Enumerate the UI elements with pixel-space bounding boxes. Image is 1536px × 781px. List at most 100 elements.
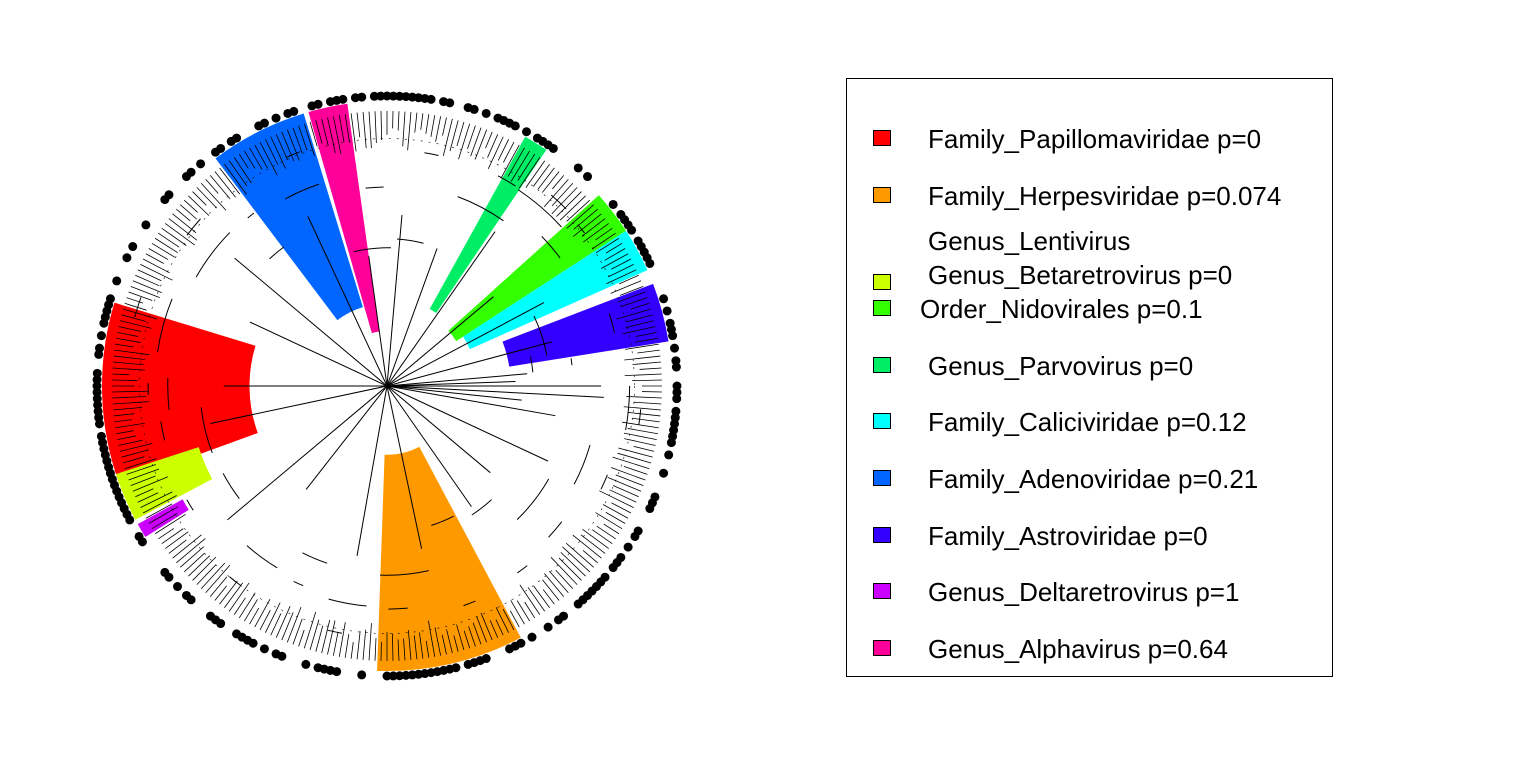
- tree-branch: [160, 421, 166, 441]
- tree-branch: [122, 308, 158, 320]
- tree-branch: [380, 570, 429, 576]
- tree-branch: [541, 236, 561, 259]
- tree-branch: [392, 633, 394, 661]
- tip-marker: [668, 331, 678, 341]
- tree-branch: [122, 456, 145, 464]
- tip-marker: [105, 294, 115, 304]
- legend-swatch: [873, 187, 891, 203]
- tree-branch: [487, 134, 499, 158]
- tree-branch: [249, 147, 263, 170]
- tree-branch: [365, 186, 384, 189]
- tip-marker: [259, 118, 269, 128]
- tip-marker: [357, 92, 367, 102]
- tree-branch: [552, 175, 565, 190]
- tree-branch: [270, 613, 282, 636]
- tree-branch: [386, 385, 522, 401]
- tree-branch: [327, 117, 336, 154]
- tip-marker: [505, 644, 515, 654]
- tree-branch: [625, 385, 631, 431]
- tree-branch: [542, 579, 560, 601]
- tree-branch: [592, 529, 613, 545]
- clade-wedge: [429, 136, 547, 314]
- tree-branch: [368, 623, 372, 661]
- tree-branch: [172, 534, 202, 559]
- tree-branch: [356, 112, 361, 138]
- tree-branch: [555, 569, 574, 590]
- tree-branch: [638, 409, 642, 425]
- tree-branch: [179, 546, 204, 568]
- tree-branch: [112, 373, 130, 376]
- tree-branch: [275, 606, 291, 638]
- tree-branch: [625, 343, 659, 350]
- tree-branch: [214, 585, 227, 601]
- tree-branch: [200, 562, 226, 590]
- tree-branch: [259, 610, 271, 631]
- tree-branch: [132, 280, 162, 294]
- tree-branch: [599, 490, 634, 508]
- tree-branch: [517, 565, 528, 574]
- tree-branch: [196, 564, 217, 585]
- tree-branch: [474, 129, 488, 160]
- tip-marker: [376, 91, 386, 101]
- tree-branch: [305, 385, 388, 490]
- tree-branch: [303, 611, 317, 649]
- legend-label: Genus_Alphavirus p=0.64: [928, 634, 1228, 664]
- tip-marker: [553, 615, 563, 625]
- tree-branch: [543, 178, 569, 207]
- tree-branch: [467, 125, 476, 150]
- tree-branch: [293, 581, 304, 587]
- tree-branch: [595, 227, 613, 241]
- tree-branch: [321, 118, 329, 146]
- tree-branch: [386, 248, 438, 387]
- tree-branch: [119, 443, 153, 452]
- tree-branch: [254, 599, 271, 628]
- tree-branch: [158, 528, 175, 540]
- tree-branch: [362, 112, 367, 149]
- tree-branch: [550, 194, 567, 210]
- tree-branch: [605, 512, 626, 524]
- tree-branch: [388, 607, 408, 610]
- tree-branch: [509, 610, 520, 628]
- tree-branch: [114, 349, 150, 356]
- tree-branch: [227, 385, 388, 521]
- tree-branch: [167, 378, 170, 411]
- tree-branch: [386, 341, 552, 387]
- tip-marker: [92, 394, 102, 404]
- tree-branch: [368, 111, 372, 149]
- tree-branch: [161, 528, 184, 545]
- tree-branch: [414, 112, 418, 133]
- legend-swatch: [873, 274, 891, 290]
- tree-branch: [532, 163, 550, 187]
- tree-branch: [234, 257, 388, 387]
- tree-branch: [425, 114, 430, 134]
- tree-branch: [315, 120, 323, 144]
- tip-marker: [543, 622, 553, 632]
- tree-branch: [618, 447, 653, 458]
- tree-branch: [580, 534, 606, 554]
- tree-branch: [623, 466, 648, 475]
- tree-branch: [327, 629, 343, 634]
- tree-branch: [164, 531, 189, 549]
- tip-marker: [645, 258, 655, 268]
- tree-branch: [485, 131, 493, 149]
- tree-branch: [286, 606, 302, 643]
- tree-branch: [386, 214, 403, 387]
- tree-branch: [140, 491, 173, 508]
- tree-branch: [468, 626, 476, 647]
- tree-branch: [168, 539, 187, 554]
- tree-branch: [570, 358, 573, 366]
- tree-branch: [192, 556, 217, 581]
- tree-branch: [353, 247, 391, 253]
- tree-branch: [128, 468, 160, 481]
- tree-branch: [407, 630, 412, 660]
- tree-branch: [192, 191, 207, 206]
- tree-branch: [425, 640, 430, 658]
- legend-swatch: [873, 130, 891, 146]
- tree-branch: [610, 467, 646, 481]
- clade-wedge: [137, 499, 189, 538]
- tree-branch: [130, 285, 160, 298]
- tree-branch: [247, 212, 255, 219]
- tree-branch: [112, 396, 147, 399]
- tree-branch: [380, 111, 383, 141]
- tree-branch: [386, 302, 545, 387]
